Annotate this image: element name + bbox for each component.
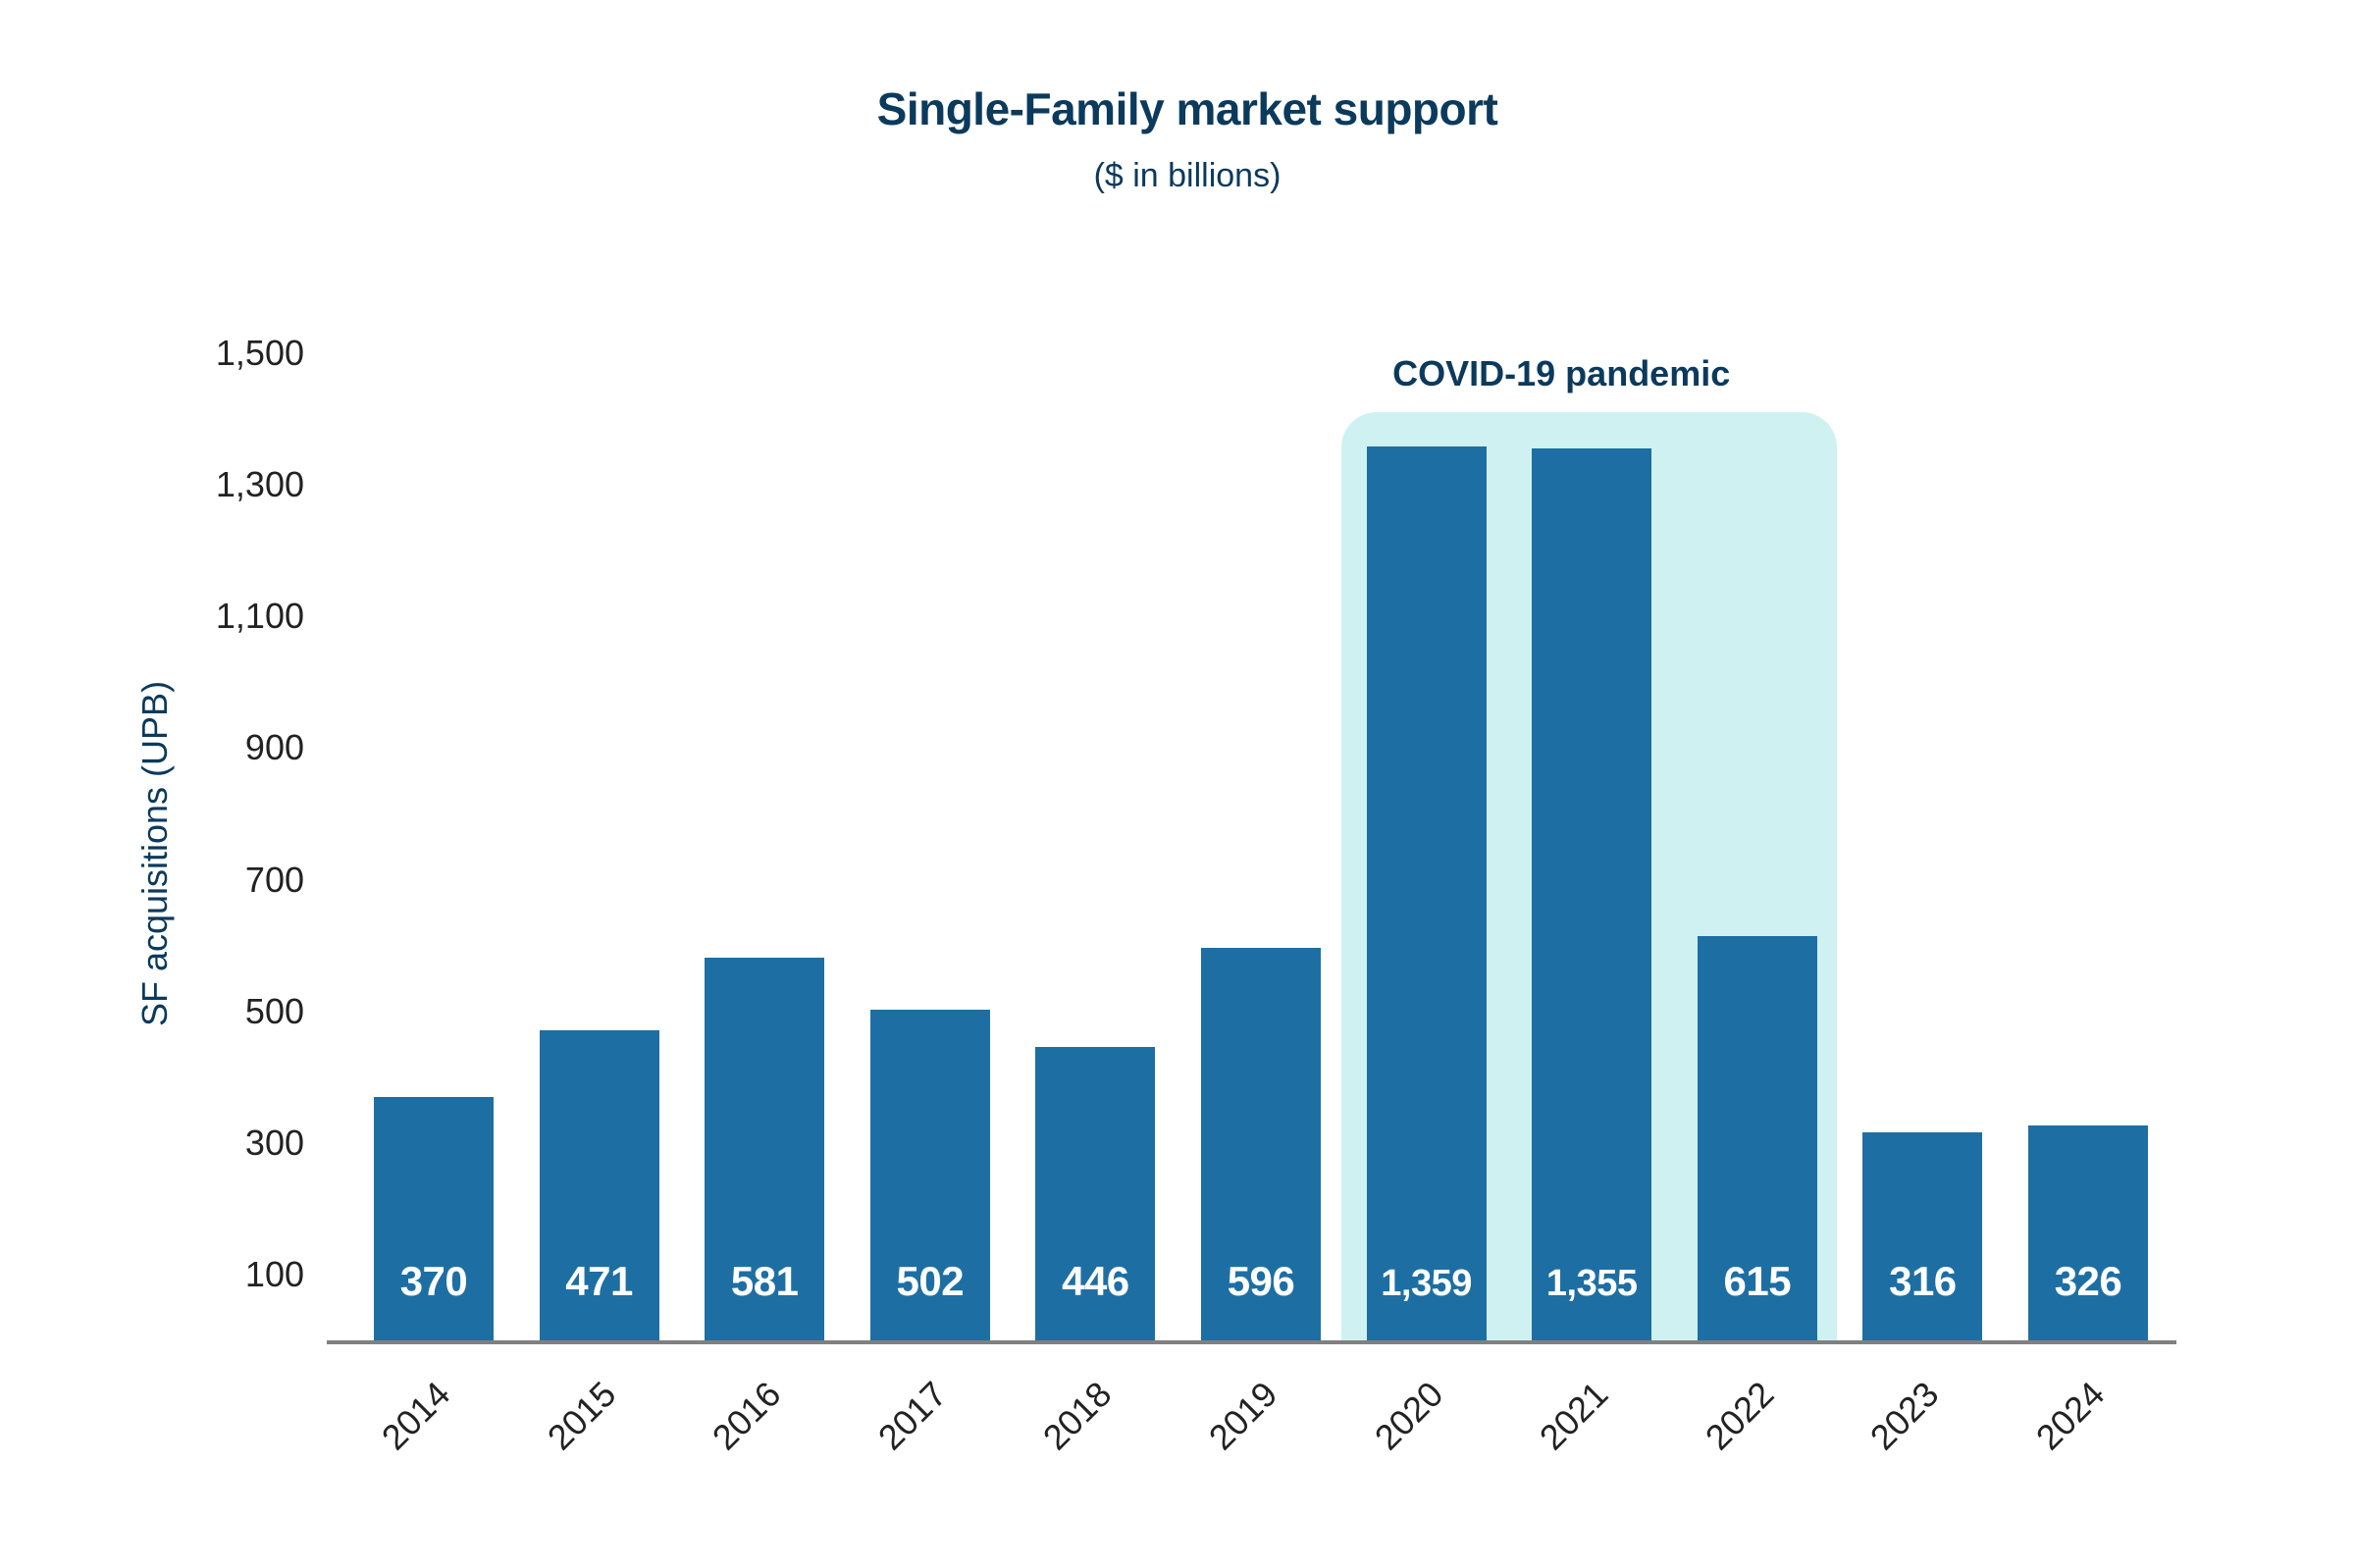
x-tick-label: 2021 [1532,1373,1616,1458]
x-tick-label: 2016 [705,1373,789,1458]
bar-value-label: 326 [2054,1257,2122,1304]
bar-2023: 316 [1862,1132,1983,1340]
x-axis-line [327,1340,2176,1344]
chart-subtitle: ($ in billions) [0,157,2355,195]
bar-value-label: 1,355 [1545,1262,1638,1304]
bar-2017: 502 [869,1010,990,1340]
x-tick-label: 2020 [1366,1373,1451,1458]
bar-value-label: 316 [1889,1257,1957,1304]
bar-2019: 596 [1201,948,1321,1340]
chart-title-text: Single-Family market support [876,83,1498,134]
bar-2022: 615 [1697,935,1817,1340]
bar-value-label: 615 [1723,1257,1792,1304]
x-tick-label: 2022 [1697,1373,1782,1458]
chart-title: Single-Family market support [0,82,2355,135]
chart-subtitle-text: ($ in billions) [1093,157,1282,194]
x-tick-label: 2014 [373,1373,458,1458]
y-tick-label: 500 [244,990,304,1031]
bar-2014: 370 [374,1096,494,1340]
bar-2024: 326 [2028,1125,2148,1340]
y-tick-label: 900 [244,727,304,768]
bar-2021: 1,355 [1532,448,1652,1340]
y-tick-label: 1,100 [215,596,304,637]
covid-annotation-label: COVID-19 pandemic [1392,353,1731,393]
y-tick-label: 1,300 [215,464,304,505]
x-tick-label: 2024 [2027,1373,2113,1458]
bar-2016: 581 [705,958,825,1340]
x-tick-label: 2018 [1035,1373,1120,1458]
bar-2018: 446 [1035,1046,1156,1340]
bar-value-label: 1,359 [1381,1262,1472,1304]
bar-value-label: 502 [896,1257,965,1304]
y-tick-label: 1,500 [215,332,304,373]
bar-value-label: 370 [399,1257,468,1304]
x-tick-label: 2015 [539,1373,624,1458]
x-tick-label: 2023 [1862,1373,1947,1458]
y-tick-label: 300 [244,1122,304,1163]
bar-value-label: 596 [1227,1257,1295,1304]
x-tick-label: 2017 [869,1373,955,1458]
y-tick-label: 700 [244,859,304,900]
bar-2020: 1,359 [1366,445,1487,1340]
bar-value-label: 471 [565,1257,633,1304]
bar-value-label: 581 [730,1257,799,1304]
y-axis-label: SF acquisitions (UPB) [134,680,175,1027]
x-tick-label: 2019 [1200,1373,1285,1458]
bar-value-label: 446 [1062,1257,1129,1304]
y-tick-label: 100 [244,1253,304,1294]
bar-2015: 471 [539,1030,659,1340]
